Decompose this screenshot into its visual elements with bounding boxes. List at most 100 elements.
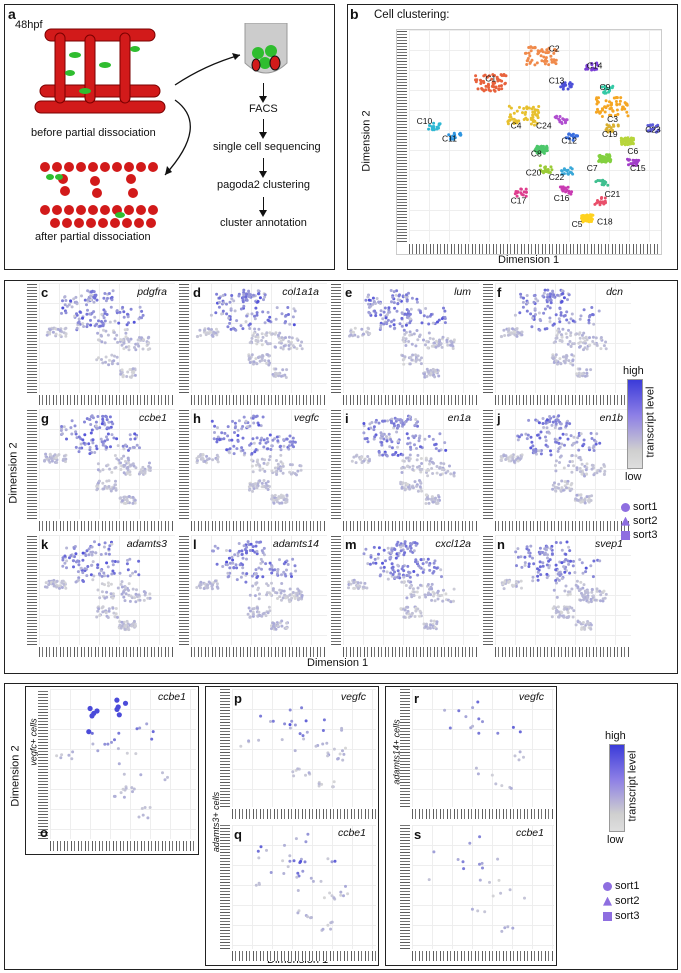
cell-point (78, 310, 82, 314)
cell-point (578, 336, 582, 340)
cell-point (133, 373, 137, 377)
cell-point (388, 324, 392, 328)
cell-point (449, 600, 453, 604)
cell-point (48, 328, 52, 332)
cell-point (384, 559, 387, 563)
cell-point (377, 546, 381, 550)
cell-point (408, 457, 412, 461)
cell-point (199, 453, 203, 456)
cell-point (400, 466, 404, 470)
legend-low: low (625, 471, 642, 483)
cluster-point (593, 202, 597, 206)
cell-point (527, 548, 531, 552)
panel-p-label: p (234, 691, 242, 706)
sort3-legend: sort3 (621, 529, 657, 541)
cluster-point (561, 117, 565, 121)
cell-point (557, 571, 561, 575)
cell-point (503, 926, 507, 930)
cell-point (134, 348, 138, 352)
cell-point (226, 434, 230, 438)
cell-point (379, 323, 383, 327)
cell-point (280, 582, 284, 585)
cell-point (558, 307, 562, 311)
cell-point (555, 595, 559, 599)
cluster-point (625, 110, 629, 114)
cell-point (581, 595, 585, 599)
cell-point (525, 437, 529, 441)
cell-point (575, 332, 579, 336)
gene-panel-label: i (345, 411, 349, 426)
cell-point (500, 929, 504, 933)
cell-point (94, 551, 98, 555)
cell-point (92, 290, 96, 294)
cell-point (587, 600, 591, 604)
cell-point (215, 440, 219, 444)
cell-point (267, 458, 271, 462)
cluster-point (539, 150, 542, 154)
cell-point (128, 368, 132, 371)
cell-point (255, 606, 259, 610)
cell-point (131, 445, 135, 449)
cell-point (602, 344, 606, 348)
cell-point (146, 336, 150, 340)
cell-point (81, 571, 85, 575)
cell-point (412, 590, 416, 594)
cell-point (251, 334, 255, 338)
cell-point (404, 584, 408, 587)
cell-point (577, 448, 581, 452)
vessel-before-illustration (34, 28, 166, 114)
cell-point (576, 620, 580, 624)
cell-point (392, 323, 396, 327)
cell-point (434, 442, 438, 446)
cell-point (415, 447, 418, 450)
cluster-point (432, 121, 436, 125)
cell-point (507, 580, 511, 583)
cell-point (430, 460, 434, 464)
cell-point (124, 459, 127, 463)
cell-point (369, 304, 373, 308)
cell-point (140, 316, 144, 320)
cell-point (502, 587, 506, 591)
gene-panel-label: g (41, 411, 49, 426)
legend2-title: transcript level (626, 750, 639, 822)
cell-point (431, 321, 435, 325)
cell-point (61, 579, 65, 583)
cell-point (439, 568, 443, 572)
cell-point (131, 587, 135, 591)
cell-point (137, 573, 141, 577)
cell-point (392, 301, 396, 305)
cell-point (105, 485, 109, 489)
cell-point (228, 447, 232, 451)
cell-point (403, 420, 407, 424)
cell-point (567, 328, 570, 332)
cell-point (433, 625, 437, 629)
cell-point (114, 612, 118, 616)
cell-point (259, 845, 263, 849)
cell-point (564, 558, 568, 562)
cell-point (275, 473, 279, 476)
cell-point (563, 607, 567, 610)
cell-point (290, 719, 294, 723)
cell-point (519, 455, 523, 459)
legend-title: transcript level (644, 386, 657, 458)
cell-point (409, 584, 413, 588)
cell-point (106, 432, 110, 436)
cell-point (427, 370, 431, 374)
cell-point (241, 436, 245, 440)
cell-point (270, 581, 273, 585)
cell-point (404, 337, 408, 341)
cell-point (141, 347, 145, 351)
cell-point (572, 442, 575, 445)
cell-point (415, 297, 419, 301)
cell-point (563, 361, 567, 365)
cell-point (250, 458, 254, 462)
cell-point (503, 334, 507, 337)
cluster-point (524, 194, 528, 198)
legend2-high: high (605, 730, 626, 742)
panel-a: a 48hpf before partial dissociation afte… (4, 4, 335, 270)
cell-point (554, 568, 558, 572)
colorbar-2 (609, 744, 625, 832)
cell-point (425, 469, 429, 473)
cell-point (119, 468, 123, 471)
cell-point (212, 330, 216, 334)
